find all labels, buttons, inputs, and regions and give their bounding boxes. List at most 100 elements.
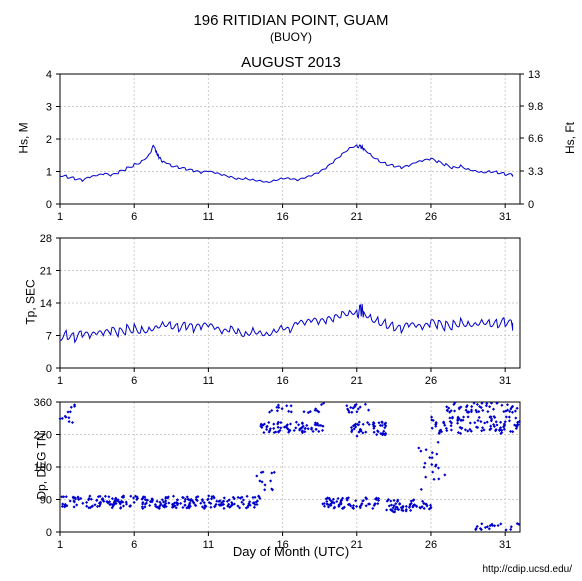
xtick-label: 11: [203, 375, 214, 387]
plot-hs: 0123403.36.69.813161116212631: [60, 74, 520, 204]
xtick-label: 16: [276, 375, 288, 387]
panel-hs: 0123403.36.69.813161116212631: [60, 74, 520, 204]
ytick-label: 14: [40, 298, 52, 310]
scatter-point: [495, 420, 498, 423]
scatter-point: [362, 423, 365, 426]
scatter-point: [267, 421, 270, 424]
credit-link[interactable]: http://cdip.ucsd.edu/: [482, 564, 572, 575]
scatter-point: [290, 410, 293, 413]
scatter-point: [315, 428, 318, 431]
scatter-point: [76, 496, 79, 499]
chart-subtitle: (BUOY): [0, 30, 582, 44]
scatter-point: [420, 488, 423, 491]
scatter-point: [355, 410, 358, 413]
scatter-point: [263, 488, 266, 491]
scatter-point: [125, 503, 128, 506]
scatter-point: [325, 500, 328, 503]
scatter-point: [345, 404, 348, 407]
chart-month: AUGUST 2013: [0, 54, 582, 71]
scatter-point: [376, 502, 379, 505]
scatter-point: [75, 503, 78, 506]
scatter-point: [480, 522, 483, 525]
scatter-point: [65, 495, 68, 498]
panel-tp: 07142128161116212631: [60, 238, 520, 368]
scatter-point: [476, 403, 479, 406]
scatter-point: [73, 505, 76, 508]
scatter-point: [448, 416, 451, 419]
xtick-label: 31: [499, 211, 511, 223]
scatter-point: [277, 426, 280, 429]
scatter-point: [255, 474, 258, 477]
scatter-point: [488, 527, 491, 530]
scatter-point: [199, 502, 202, 505]
scatter-point: [371, 507, 374, 510]
scatter-point: [508, 416, 511, 419]
xtick-label: 26: [425, 211, 437, 223]
scatter-point: [276, 409, 279, 412]
ytick-label: 21: [40, 266, 52, 278]
scatter-point: [156, 500, 159, 503]
scatter-point: [59, 417, 62, 420]
scatter-point: [470, 408, 473, 411]
scatter-point: [262, 431, 265, 434]
scatter-point: [514, 416, 517, 419]
series-line: [60, 304, 513, 342]
chart-container: 196 RITIDIAN POINT, GUAM (BUOY) AUGUST 2…: [0, 0, 582, 581]
scatter-point: [71, 421, 74, 424]
scatter-point: [179, 502, 182, 505]
xtick-label: 6: [131, 375, 137, 387]
ytick-label: 3: [46, 102, 52, 114]
scatter-point: [68, 420, 71, 423]
scatter-point: [287, 410, 290, 413]
series-line: [60, 145, 513, 183]
ytick-label: 0: [46, 363, 52, 375]
scatter-point: [432, 478, 435, 481]
scatter-point: [514, 410, 517, 413]
scatter-point: [511, 430, 514, 433]
scatter-point: [379, 424, 382, 427]
scatter-point: [69, 410, 72, 413]
scatter-point: [321, 429, 324, 432]
scatter-point: [385, 508, 388, 511]
scatter-point: [443, 473, 446, 476]
xtick-label: 16: [276, 211, 288, 223]
scatter-point: [364, 403, 367, 406]
scatter-point: [437, 477, 440, 480]
scatter-point: [246, 495, 249, 498]
scatter-point: [176, 498, 179, 501]
scatter-point: [349, 406, 352, 409]
scatter-point: [332, 498, 335, 501]
scatter-point: [167, 501, 170, 504]
ytick-label-right: 3.3: [528, 166, 543, 178]
scatter-point: [445, 429, 448, 432]
scatter-point: [431, 471, 434, 474]
scatter-point: [409, 509, 412, 512]
scatter-point: [479, 420, 482, 423]
scatter-point: [307, 427, 310, 430]
scatter-point: [317, 430, 320, 433]
scatter-point: [285, 404, 288, 407]
scatter-point: [122, 504, 125, 507]
plot-tp: 07142128161116212631: [60, 238, 520, 368]
scatter-point: [294, 426, 297, 429]
scatter-point: [355, 505, 358, 508]
scatter-point: [510, 525, 513, 528]
scatter-point: [476, 419, 479, 422]
ytick-label: 0: [46, 527, 52, 539]
y-axis-label-right-hs: Hs, Ft: [563, 122, 577, 154]
scatter-point: [358, 421, 361, 424]
ytick-label: 28: [40, 233, 52, 245]
scatter-point: [456, 422, 459, 425]
scatter-point: [364, 431, 367, 434]
ytick-label-right: 13: [528, 69, 540, 81]
scatter-point: [486, 410, 489, 413]
ytick-label-right: 9.8: [528, 101, 543, 113]
scatter-point: [499, 522, 502, 525]
scatter-point: [453, 409, 456, 412]
scatter-point: [429, 504, 432, 507]
scatter-point: [377, 421, 380, 424]
scatter-point: [511, 411, 514, 414]
scatter-point: [107, 495, 110, 498]
scatter-point: [61, 505, 64, 508]
scatter-point: [488, 405, 491, 408]
